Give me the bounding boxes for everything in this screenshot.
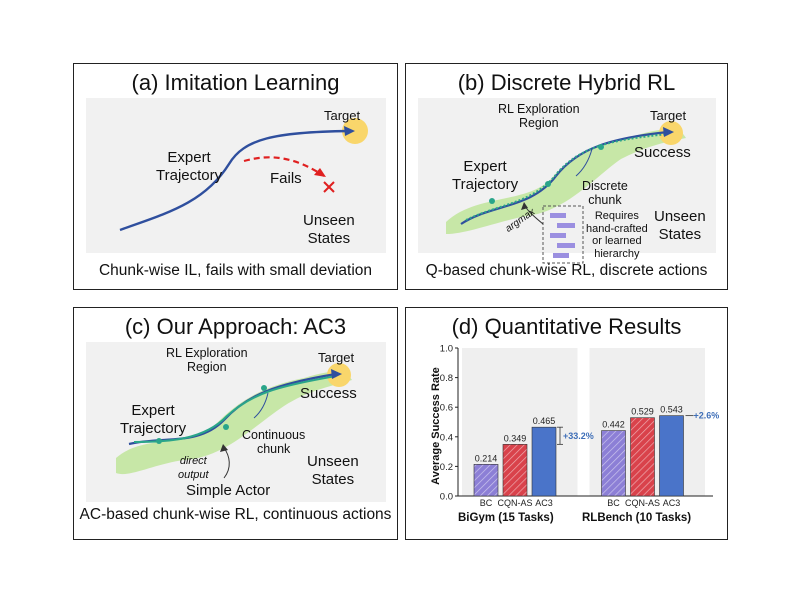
chunk-node bbox=[489, 198, 495, 204]
trajectory-arrowhead bbox=[344, 126, 355, 136]
panel-b-drawing bbox=[446, 121, 686, 264]
failed-arrowhead bbox=[314, 168, 326, 177]
rl-exploration-region bbox=[446, 129, 686, 234]
group-label-bigym: BiGym (15 Tasks) bbox=[458, 512, 554, 524]
bar-value-label: 0.543 bbox=[660, 405, 683, 415]
panel-a-title: (a) Imitation Learning bbox=[131, 70, 340, 95]
panel-b-caption: Q-based chunk-wise RL, discrete actions bbox=[425, 262, 708, 279]
direct-output-label: direct output bbox=[178, 455, 209, 481]
x-tick-label: CQN-AS bbox=[625, 498, 660, 508]
expert-trajectory-line bbox=[119, 129, 350, 232]
fails-label: Fails bbox=[270, 170, 302, 187]
continuous-chunk-label: Continuous chunk bbox=[242, 428, 306, 456]
bar-value-label: 0.214 bbox=[475, 453, 498, 463]
y-tick-label: 0.2 bbox=[440, 462, 453, 473]
bar-cqn-as bbox=[630, 417, 655, 497]
panel-a-drawing bbox=[119, 118, 368, 232]
y-tick-label: 0.4 bbox=[440, 432, 453, 443]
expert-trajectory-label: Expert Trajectory bbox=[452, 158, 519, 193]
x-tick-label: BC bbox=[480, 498, 493, 508]
failed-trajectory-line bbox=[243, 156, 325, 177]
x-tick-label: CQN-AS bbox=[497, 498, 532, 508]
simple-actor-label: Simple Actor bbox=[186, 482, 271, 499]
rl-region-label: RL Exploration Region bbox=[498, 102, 580, 130]
x-tick-label: AC3 bbox=[663, 498, 681, 508]
panel-c-caption: AC-based chunk-wise RL, continuous actio… bbox=[79, 506, 392, 523]
bar-ac3 bbox=[531, 426, 557, 497]
panel-c-title: (c) Our Approach: AC3 bbox=[124, 314, 347, 339]
target-label: Target bbox=[324, 108, 361, 123]
chunk-node bbox=[598, 144, 604, 150]
improvement-label: +2.6% bbox=[694, 411, 720, 421]
panel-quantitative-results: (d) Quantitative Results Average Success… bbox=[405, 307, 728, 540]
panel-a-scene bbox=[86, 98, 386, 253]
improvement-label: +33.2% bbox=[563, 431, 594, 441]
rl-region-label: RL Exploration Region bbox=[166, 346, 248, 374]
x-tick-label: BC bbox=[607, 498, 620, 508]
direct-output-arrowhead bbox=[220, 444, 228, 452]
trajectory-arrowhead bbox=[663, 127, 674, 137]
unseen-states-label: Unseen States bbox=[307, 453, 359, 488]
expert-trajectory-label: Expert Trajectory bbox=[120, 402, 187, 437]
target-label: Target bbox=[318, 350, 355, 365]
bar-bc bbox=[473, 464, 499, 497]
requires-hierarchy-label: Requires hand-crafted or learned hierarc… bbox=[586, 210, 648, 260]
bar-value-label: 0.349 bbox=[504, 433, 527, 443]
rl-trajectory-line bbox=[465, 133, 669, 221]
group-label-rlbench: RLBench (10 Tasks) bbox=[582, 512, 692, 524]
trajectory-arrowhead bbox=[331, 369, 342, 379]
discrete-chunk-pointer bbox=[575, 148, 593, 177]
bar-value-label: 0.442 bbox=[602, 420, 625, 430]
bar-cqn-as bbox=[502, 444, 528, 497]
y-tick-label: 0.8 bbox=[440, 373, 453, 384]
panel-ac3-approach: (c) Our Approach: AC3 RL Exploration Reg… bbox=[73, 307, 398, 540]
bar-bc bbox=[601, 430, 626, 497]
y-tick-label: 0.6 bbox=[440, 403, 453, 414]
panel-d-title: (d) Quantitative Results bbox=[451, 314, 682, 339]
continuous-chunk-pointer bbox=[253, 392, 269, 419]
direct-output-arrow bbox=[223, 447, 230, 479]
rl-exploration-region bbox=[116, 371, 352, 475]
unseen-states-label: Unseen States bbox=[654, 208, 706, 243]
argmax-arrowhead bbox=[521, 202, 528, 210]
fail-cross-icon bbox=[323, 181, 335, 193]
bar-value-label: 0.529 bbox=[631, 407, 654, 417]
x-tick-label: AC3 bbox=[535, 498, 553, 508]
bar-chart: 0.0 0.2 0.4 0.6 0.8 1.0 0.214 BC 0.349 CQN-AS 0.46… bbox=[440, 344, 720, 509]
unseen-states-label: Unseen States bbox=[303, 212, 355, 247]
chunk-node bbox=[261, 385, 267, 391]
chunk-node bbox=[223, 424, 229, 430]
discrete-chunk-label: Discrete chunk bbox=[582, 179, 628, 207]
panel-a-caption: Chunk-wise IL, fails with small deviatio… bbox=[98, 262, 373, 279]
success-label: Success bbox=[634, 144, 691, 161]
panel-c-drawing bbox=[116, 363, 352, 479]
chunk-node bbox=[156, 438, 162, 444]
chunk-node bbox=[545, 181, 551, 187]
expert-trajectory-label: Expert Trajectory bbox=[156, 149, 223, 184]
hierarchy-icon bbox=[550, 213, 575, 258]
panel-b-title: (b) Discrete Hybrid RL bbox=[457, 70, 676, 95]
bar-value-label: 0.465 bbox=[533, 416, 556, 426]
panel-discrete-hybrid-rl: (b) Discrete Hybrid RL RL Exploration Re… bbox=[405, 63, 728, 290]
rl-trajectory-line bbox=[133, 375, 337, 443]
y-tick-label: 0.0 bbox=[440, 492, 453, 503]
success-label: Success bbox=[300, 385, 357, 402]
hierarchy-box bbox=[542, 205, 584, 264]
panel-imitation-learning: (a) Imitation Learning Target Expert Tra… bbox=[73, 63, 398, 290]
target-label: Target bbox=[650, 108, 687, 123]
y-tick-label: 1.0 bbox=[440, 344, 453, 355]
bar-ac3 bbox=[659, 415, 684, 497]
